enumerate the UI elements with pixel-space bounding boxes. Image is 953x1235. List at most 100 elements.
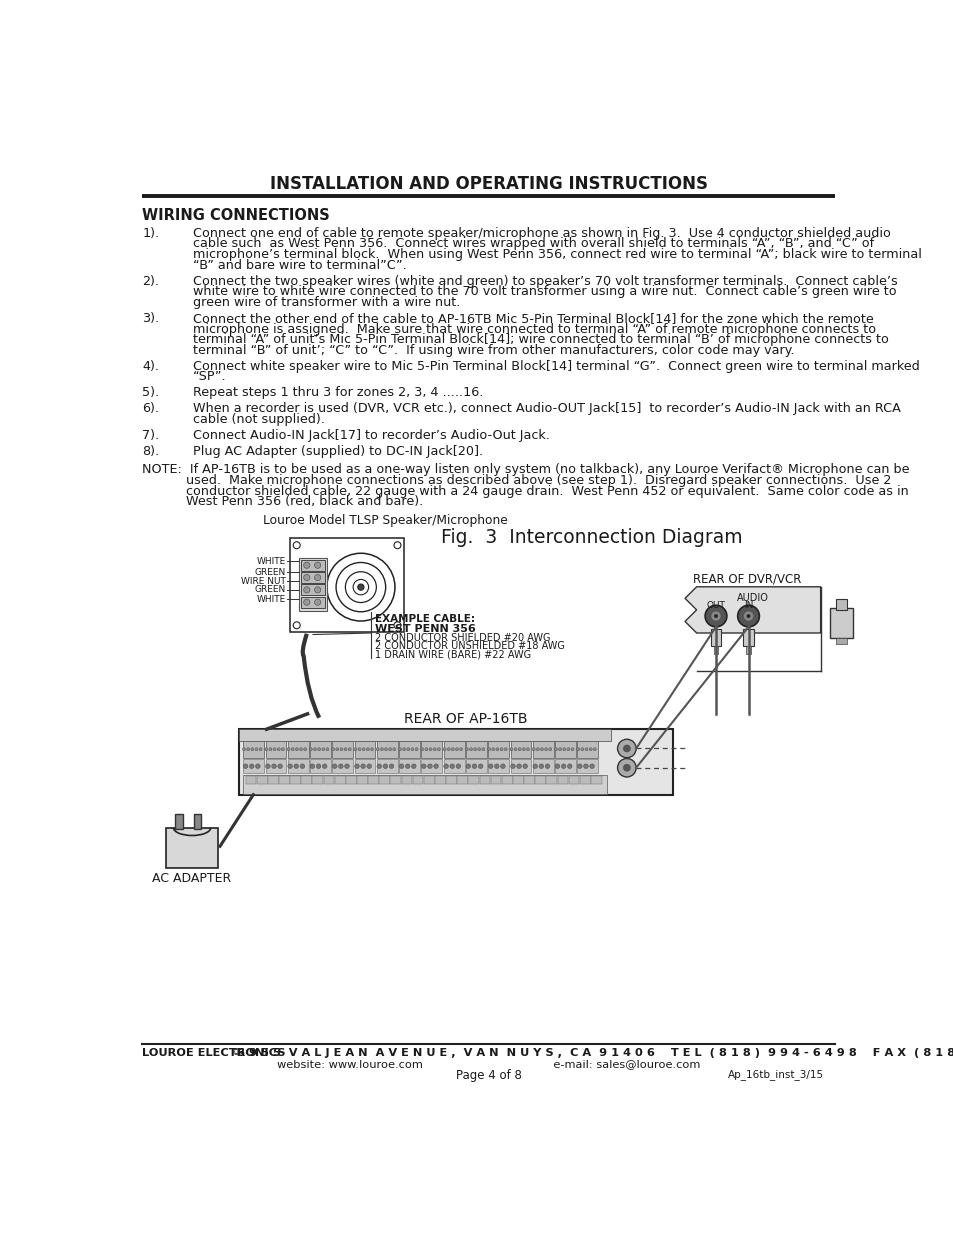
Circle shape [503, 747, 507, 751]
Circle shape [544, 747, 547, 751]
Circle shape [514, 747, 517, 751]
Circle shape [259, 747, 262, 751]
Text: WHITE: WHITE [256, 594, 286, 604]
Bar [446, 777, 456, 784]
Bar [577, 741, 598, 758]
Bar [401, 777, 412, 784]
Bar [301, 777, 312, 784]
Circle shape [499, 747, 502, 751]
Circle shape [388, 747, 392, 751]
Circle shape [509, 747, 513, 751]
Bar [256, 777, 267, 784]
Bar [390, 777, 401, 784]
Bar [346, 777, 356, 784]
Bar [310, 760, 331, 773]
Bar [298, 558, 327, 610]
Circle shape [533, 764, 537, 768]
Circle shape [314, 599, 320, 605]
Text: white wire to white wire connected to the 70 volt transformer using a wire nut. : white wire to white wire connected to th… [193, 285, 896, 299]
Circle shape [521, 747, 525, 751]
Circle shape [477, 764, 482, 768]
Circle shape [362, 747, 365, 751]
Circle shape [314, 562, 320, 568]
Bar [398, 741, 419, 758]
Bar [398, 760, 419, 773]
Circle shape [277, 747, 280, 751]
Circle shape [434, 764, 438, 768]
Circle shape [487, 747, 490, 751]
Circle shape [303, 587, 310, 593]
Bar [423, 777, 435, 784]
Circle shape [443, 764, 448, 768]
Circle shape [265, 747, 268, 751]
Text: Connect white speaker wire to Mic 5-Pin Terminal Block[14] terminal “G”.  Connec: Connect white speaker wire to Mic 5-Pin … [193, 359, 919, 373]
Text: microphone is assigned.  Make sure that wire connected to terminal “A” of remote: microphone is assigned. Make sure that w… [193, 322, 875, 336]
Bar [335, 777, 345, 784]
Circle shape [398, 747, 401, 751]
Circle shape [411, 764, 416, 768]
Circle shape [357, 584, 364, 590]
Circle shape [389, 764, 394, 768]
Circle shape [393, 747, 395, 751]
Circle shape [737, 605, 759, 627]
Bar [268, 777, 278, 784]
Circle shape [589, 747, 592, 751]
Circle shape [247, 747, 250, 751]
Circle shape [494, 764, 498, 768]
Text: LOUROE ELECTRONICS: LOUROE ELECTRONICS [142, 1049, 286, 1058]
Circle shape [254, 747, 257, 751]
Circle shape [273, 747, 275, 751]
Text: 2).: 2). [142, 274, 159, 288]
Bar [533, 741, 553, 758]
Circle shape [704, 605, 726, 627]
Circle shape [580, 747, 583, 751]
Text: Page 4 of 8: Page 4 of 8 [456, 1070, 521, 1082]
Circle shape [746, 614, 750, 618]
Text: Connect Audio-IN Jack[17] to recorder’s Audio-Out Jack.: Connect Audio-IN Jack[17] to recorder’s … [193, 429, 549, 442]
Circle shape [456, 764, 460, 768]
Circle shape [288, 764, 293, 768]
Circle shape [617, 740, 636, 758]
Circle shape [370, 747, 374, 751]
Circle shape [339, 747, 343, 751]
Circle shape [589, 764, 594, 768]
Bar [555, 741, 576, 758]
Text: OUT: OUT [706, 600, 724, 610]
Bar [488, 741, 509, 758]
Text: 3).: 3). [142, 312, 159, 325]
Text: NOTE:  If AP-16TB is to be used as a one-way listen only system (no talkback), a: NOTE: If AP-16TB is to be used as a one-… [142, 463, 909, 477]
Circle shape [544, 764, 549, 768]
Circle shape [344, 764, 349, 768]
Bar [290, 777, 300, 784]
Circle shape [743, 611, 753, 621]
Bar [523, 777, 535, 784]
Bar [265, 760, 286, 773]
Text: website: www.louroe.com                                    e-mail: sales@louroe.: website: www.louroe.com e-mail: sales@lo… [277, 1060, 700, 1070]
Bar [466, 760, 486, 773]
Text: cable such  as West Penn 356.  Connect wires wrapped with overall shield to term: cable such as West Penn 356. Connect wir… [193, 237, 873, 251]
Text: Louroe Model TLSP Speaker/Microphone: Louroe Model TLSP Speaker/Microphone [262, 514, 507, 526]
Circle shape [255, 764, 260, 768]
Circle shape [303, 747, 307, 751]
Bar [713, 646, 718, 653]
Text: Plug AC Adapter (supplied) to DC-IN Jack[20].: Plug AC Adapter (supplied) to DC-IN Jack… [193, 445, 482, 458]
Circle shape [310, 764, 314, 768]
Bar [443, 741, 464, 758]
Circle shape [711, 611, 720, 621]
Bar [579, 777, 590, 784]
Bar [466, 741, 486, 758]
Circle shape [383, 764, 387, 768]
Circle shape [481, 747, 484, 751]
Text: GREEN: GREEN [254, 568, 286, 577]
Text: 4).: 4). [142, 359, 159, 373]
Bar [835, 637, 846, 643]
Bar [376, 741, 397, 758]
Circle shape [436, 747, 440, 751]
Bar [355, 760, 375, 773]
Text: Fig.  3  Interconnection Diagram: Fig. 3 Interconnection Diagram [440, 527, 741, 547]
Circle shape [451, 747, 454, 751]
Text: Repeat steps 1 thru 3 for zones 2, 3, 4 .....16.: Repeat steps 1 thru 3 for zones 2, 3, 4 … [193, 387, 483, 399]
Circle shape [622, 764, 630, 772]
Text: used.  Make microphone connections as described above (see step 1).  Disregard s: used. Make microphone connections as des… [142, 474, 891, 487]
Bar [829, 609, 852, 637]
